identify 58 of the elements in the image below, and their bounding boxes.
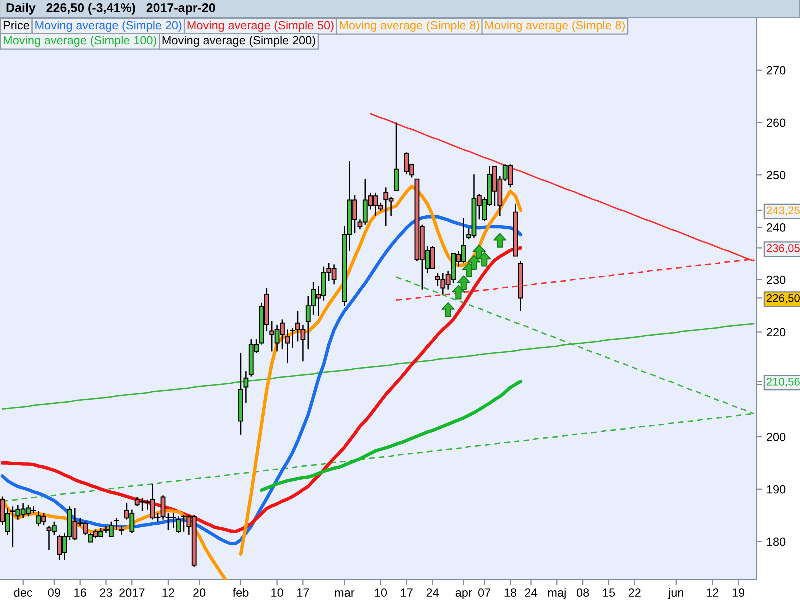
y-tick-label: 180 [767, 538, 786, 546]
x-tick-label: 24 [426, 588, 439, 597]
x-tick-label: 18 [504, 588, 517, 598]
point [457, 276, 470, 290]
text: Moving average (Simple 50) [188, 21, 334, 32]
candlestick [114, 518, 120, 531]
text: Moving average (Simple 20) [36, 21, 182, 32]
x-tick-label: 15 [603, 588, 616, 598]
y-tick-label: 200 [767, 433, 786, 442]
y-tick-label: 190 [767, 485, 786, 494]
text: Moving average (Simple 100) [4, 36, 156, 48]
x-tick-label: 12 [706, 588, 719, 597]
x-tick-label: 09 [48, 588, 60, 598]
y-tick-label: 220 [767, 328, 786, 337]
candlestick [394, 122, 399, 192]
point [442, 302, 455, 317]
point [468, 255, 481, 270]
x-tick-label: 20 [194, 588, 206, 598]
x-tick-label: 08 [576, 588, 590, 598]
x-tick-label: 10 [375, 588, 388, 598]
candlestick [119, 525, 124, 536]
x-tick-label: 19 [732, 588, 745, 598]
line-series [260, 380, 523, 492]
point [478, 252, 492, 267]
y-tick-label: 230 [767, 276, 786, 284]
point [494, 233, 507, 248]
x-tick-label: 24 [525, 588, 538, 597]
x-tick-label: 16 [74, 588, 86, 598]
y-tick-label: 226,50 [766, 294, 800, 304]
y-tick-label: 236,05 [766, 244, 800, 254]
x-tick-label: maj [548, 588, 566, 600]
x-tick-label: 07 [478, 588, 491, 598]
text: Price [4, 21, 30, 30]
x-tick-label: 12 [162, 588, 174, 597]
x-tick-label: feb [232, 588, 249, 598]
x-tick-label: apr [456, 590, 472, 600]
x-tick-label: 17 [401, 588, 413, 597]
legend-label: Moving average (Simple 8) [486, 21, 625, 32]
x-tick-label: dec [14, 588, 33, 598]
chart-title: Daily 226,50 (-3,41%) 2017-apr-20 [6, 3, 216, 15]
x-tick-label: 17 [298, 588, 310, 597]
x-tick-label: 23 [100, 588, 112, 598]
x-tick-label: 22 [628, 588, 641, 597]
legend-label: Moving average (Simple 200) [162, 36, 316, 48]
y-tick-label: 210,56 [766, 378, 800, 388]
y-tick-label: 250 [767, 171, 786, 180]
y-tick-label: 243,25 [766, 206, 800, 216]
x-tick-label: mar [335, 590, 355, 598]
y-tick-label: 270 [767, 66, 786, 75]
candlestick [244, 370, 249, 404]
x-tick-label: jun [668, 588, 684, 600]
text: Moving average (Simple 8) [340, 21, 480, 32]
x-tick-label: 2017 [120, 588, 145, 598]
candlestick [160, 495, 166, 520]
x-tick-label: 10 [272, 588, 284, 598]
y-tick-label: 260 [767, 118, 786, 128]
point [452, 285, 466, 300]
y-tick-label: 240 [767, 224, 786, 232]
